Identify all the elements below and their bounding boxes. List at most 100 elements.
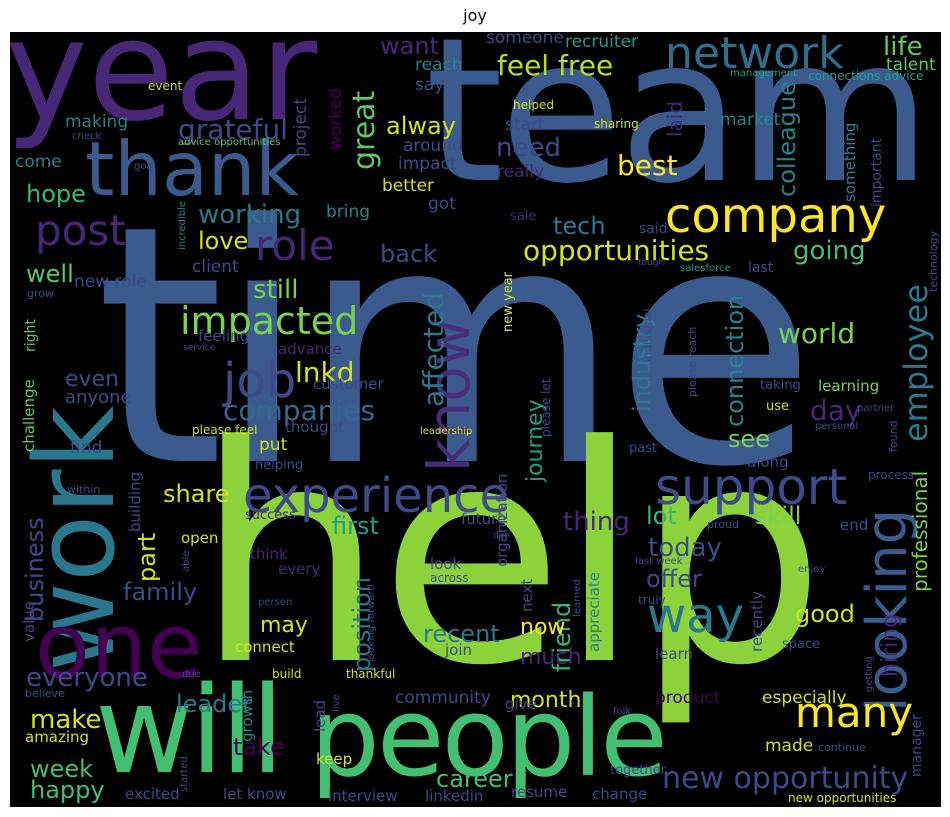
word-impact: impact xyxy=(398,154,457,174)
word-going: going xyxy=(793,236,866,266)
word-network: network xyxy=(665,32,844,79)
word-advice-opportunities: advice opportunities xyxy=(178,137,281,148)
word-lnkd: lnkd xyxy=(295,356,355,389)
word-life: life xyxy=(883,32,923,62)
word-folk: folk xyxy=(613,706,632,717)
word-grow: grow xyxy=(27,287,54,300)
word-many: many xyxy=(795,688,914,737)
word-see: see xyxy=(728,425,771,453)
word-team: team xyxy=(425,32,932,228)
word-thank: thank xyxy=(85,125,299,213)
word-learning: learning xyxy=(818,377,880,395)
word-need: need xyxy=(496,133,561,163)
word-past: past xyxy=(629,441,658,456)
word-next: next xyxy=(518,578,536,612)
figure-title: joy xyxy=(463,6,487,25)
word-leadership: leadership xyxy=(420,426,473,437)
word-let-know: let know xyxy=(223,785,287,803)
word-sale: sale xyxy=(510,209,537,224)
word-offer: offer xyxy=(646,565,702,593)
word-impacted: impacted xyxy=(180,299,359,343)
word-community: community xyxy=(395,688,491,708)
word-individual: individual xyxy=(641,308,654,362)
word-product: product xyxy=(655,688,721,708)
word-hope: hope xyxy=(26,180,86,208)
word-month: month xyxy=(510,688,582,713)
word-help: help xyxy=(195,382,825,731)
word-enjoy: enjoy xyxy=(798,564,826,575)
word-success: success xyxy=(245,508,296,523)
word-will: will xyxy=(95,662,284,801)
word-goal: goal xyxy=(134,161,156,172)
word-appreciate: appreciate xyxy=(585,571,603,652)
word-within: within xyxy=(67,483,101,496)
word-project: project xyxy=(291,97,311,157)
word-year: year xyxy=(10,32,318,153)
word-well: well xyxy=(26,260,74,288)
word-use: use xyxy=(766,399,790,414)
word-good: good xyxy=(795,600,855,628)
word-around: around xyxy=(403,136,463,156)
word-time: time xyxy=(95,155,817,539)
word-right: right xyxy=(23,319,39,352)
word-last: last xyxy=(748,260,774,276)
word-something: something xyxy=(841,122,859,202)
word-post: post xyxy=(35,206,126,255)
word-happy: happy xyxy=(30,776,105,804)
word-one: one xyxy=(35,594,203,699)
word-recently: recently xyxy=(748,591,766,652)
word-please-feel: please feel xyxy=(192,423,258,437)
word-grateful: grateful xyxy=(178,113,289,146)
word-recent: recent xyxy=(423,620,500,648)
word-process: process xyxy=(868,468,915,482)
word-thing: thing xyxy=(563,507,630,537)
word-live: live xyxy=(331,694,342,712)
word-thankful: thankful xyxy=(346,667,396,681)
word-working: working xyxy=(198,200,302,230)
word-worked: worked xyxy=(326,88,346,150)
word-feel-free: feel free xyxy=(497,49,614,82)
word-made: made xyxy=(765,736,814,756)
word-looking-forward: looking forward xyxy=(366,584,377,662)
word-person: person xyxy=(258,597,293,608)
word-together: together xyxy=(610,763,666,778)
word-role: role xyxy=(255,221,335,270)
word-don: don xyxy=(493,531,510,541)
word-proud: proud xyxy=(707,518,739,531)
word-recruiter: recruiter xyxy=(565,32,639,52)
word-say: say xyxy=(415,75,445,95)
word-learned: learned xyxy=(572,579,583,617)
word-great: great xyxy=(347,90,382,170)
word-part: part xyxy=(133,532,161,582)
word-still: still xyxy=(253,275,299,305)
word-everyone: everyone xyxy=(26,663,148,693)
word-future: future xyxy=(461,510,507,528)
word-today: today xyxy=(648,533,722,563)
word-better: better xyxy=(382,176,435,196)
word-excited: excited xyxy=(125,785,180,803)
word-new-opportunity: new opportunity xyxy=(662,761,909,796)
word-amazing: amazing xyxy=(25,728,90,746)
word-keep: keep xyxy=(316,750,353,768)
word-companies: companies xyxy=(223,394,376,427)
word-linkedin: linkedin xyxy=(425,787,484,805)
word-able: able xyxy=(181,550,192,572)
word-best: best xyxy=(617,149,678,182)
word-professional: professional xyxy=(908,470,932,592)
word-started: started xyxy=(179,756,190,792)
word-put: put xyxy=(259,435,288,455)
word-alway: alway xyxy=(386,112,456,140)
word-important: important xyxy=(869,137,885,207)
word-truly: truly xyxy=(638,593,666,607)
word-market: market xyxy=(720,110,781,130)
word-job: job xyxy=(223,353,297,409)
word-reach: reach xyxy=(415,55,463,75)
word-thought: thought xyxy=(285,418,344,436)
word-every: every xyxy=(278,560,321,578)
word-hiring: hiring xyxy=(878,613,903,677)
word-experience: experience xyxy=(243,468,510,524)
word-family: family xyxy=(123,578,198,606)
word-world: world xyxy=(778,317,856,350)
word-customer: customer xyxy=(313,375,384,393)
word-much: much xyxy=(520,645,582,670)
